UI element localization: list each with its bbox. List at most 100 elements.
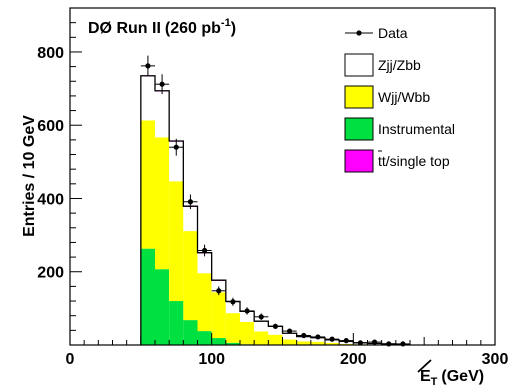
plot-frame — [69, 7, 496, 346]
bar-zjj-zbb — [155, 91, 170, 138]
data-point — [339, 338, 354, 344]
legend-item-instrumental: Instrumental — [344, 117, 455, 141]
data-point-marker — [272, 323, 279, 329]
legend-label: tt/single top — [378, 153, 450, 169]
bar-zjj-zbb — [140, 76, 155, 121]
bar-instrumental — [140, 248, 155, 345]
x-tick-label: 300 — [482, 351, 509, 368]
data-point-marker — [315, 334, 321, 340]
bar-wjj-wbb — [169, 181, 184, 302]
bar-zjj-zbb — [268, 326, 283, 335]
data-point — [296, 332, 311, 339]
data-point-marker — [371, 339, 378, 345]
data-point-marker — [159, 81, 165, 87]
data-point-marker — [244, 308, 250, 314]
legend-label: Instrumental — [378, 121, 455, 137]
data-point-marker — [286, 328, 293, 334]
legend-label: Wjj/Wbb — [378, 89, 430, 105]
bar-zjj-zbb — [240, 311, 255, 322]
data-point-marker — [201, 247, 208, 254]
data-point — [367, 339, 382, 345]
svg-text:ET(GeV): ET (GeV) — [420, 368, 484, 388]
bar-wjj-wbb — [197, 273, 212, 332]
legend-item-tt-single-top: tt/single top — [344, 149, 450, 173]
legend-swatch — [344, 117, 374, 141]
bar-instrumental — [155, 269, 170, 345]
bar-wjj-wbb — [254, 331, 269, 345]
bar-wjj-wbb — [225, 313, 240, 343]
bar-zjj-zbb — [169, 141, 184, 182]
data-point-marker — [343, 338, 349, 344]
x-tick-label: 200 — [340, 351, 367, 368]
legend: Data Zjj/Zbb Wjj/Wbb Instrumental tt/single … — [344, 25, 455, 173]
data-point — [169, 138, 184, 156]
bar-instrumental — [225, 342, 240, 345]
data-point-marker — [258, 314, 264, 320]
data-point-marker — [216, 288, 222, 294]
bar-zjj-zbb — [254, 321, 269, 332]
legend-label: Zjj/Zbb — [378, 57, 421, 73]
legend-swatch — [344, 53, 374, 77]
bar-zjj-zbb — [310, 337, 325, 342]
y-tick-label: 800 — [37, 45, 64, 62]
data-point — [268, 323, 283, 329]
data-point-marker — [357, 340, 364, 346]
bar-wjj-wbb — [155, 137, 170, 270]
data-point — [197, 244, 212, 257]
bar-zjj-zbb — [296, 336, 311, 342]
data-point — [240, 307, 255, 315]
chart-title: DØ Run II (260 pb-1) — [88, 17, 236, 37]
legend-swatch — [344, 149, 374, 173]
x-axis-label: ET (GeV) — [417, 359, 484, 388]
bar-instrumental — [183, 320, 198, 345]
bar-wjj-wbb — [325, 342, 340, 345]
bar-zjj-zbb — [225, 301, 240, 314]
data-point-marker — [187, 199, 194, 205]
data-point — [225, 297, 240, 306]
legend-item-wjj-wbb: Wjj/Wbb — [344, 85, 430, 109]
data-point-marker — [145, 63, 151, 69]
data-point — [282, 328, 297, 334]
bar-wjj-wbb — [140, 120, 155, 249]
y-tick-label: 400 — [37, 191, 64, 208]
bar-zjj-zbb — [183, 206, 198, 232]
bar-zjj-zbb — [197, 253, 212, 274]
data-point — [353, 340, 368, 346]
data-point — [325, 336, 340, 342]
stacked-histogram — [140, 75, 411, 346]
bar-wjj-wbb — [268, 334, 283, 345]
data-point — [381, 341, 396, 347]
data-point-marker — [329, 336, 335, 342]
y-axis-label: Entries / 10 GeV — [21, 115, 38, 237]
data-point — [140, 55, 155, 77]
data-point-marker — [301, 332, 307, 339]
data-point-marker — [386, 341, 392, 347]
bar-instrumental — [197, 331, 212, 345]
data-point — [395, 341, 410, 347]
bar-wjj-wbb — [183, 231, 198, 321]
bar-instrumental — [211, 338, 226, 345]
axes: 0 100 200 300 200 400 600 800 — [37, 7, 509, 368]
data-point-marker — [230, 299, 236, 305]
bar-wjj-wbb — [310, 341, 325, 345]
data-point-marker — [173, 144, 179, 150]
bar-zjj-zbb — [282, 333, 297, 340]
bar-wjj-wbb — [296, 341, 311, 345]
data-point — [183, 194, 198, 210]
legend-swatch — [344, 85, 374, 109]
data-point-marker — [400, 341, 406, 347]
y-tick-label: 600 — [37, 118, 64, 135]
data-point — [211, 286, 226, 296]
data-point — [155, 74, 170, 95]
bar-wjj-wbb — [211, 292, 226, 339]
data-point — [310, 334, 325, 340]
legend-item-data: Data — [345, 25, 408, 41]
legend-marker — [356, 30, 362, 36]
x-tick-label: 0 — [66, 351, 75, 368]
legend-label: Data — [378, 25, 408, 41]
data-point — [254, 313, 269, 321]
bar-instrumental — [169, 301, 184, 345]
legend-item-zjj-zbb: Zjj/Zbb — [344, 53, 421, 77]
y-tick-label: 200 — [37, 265, 64, 282]
